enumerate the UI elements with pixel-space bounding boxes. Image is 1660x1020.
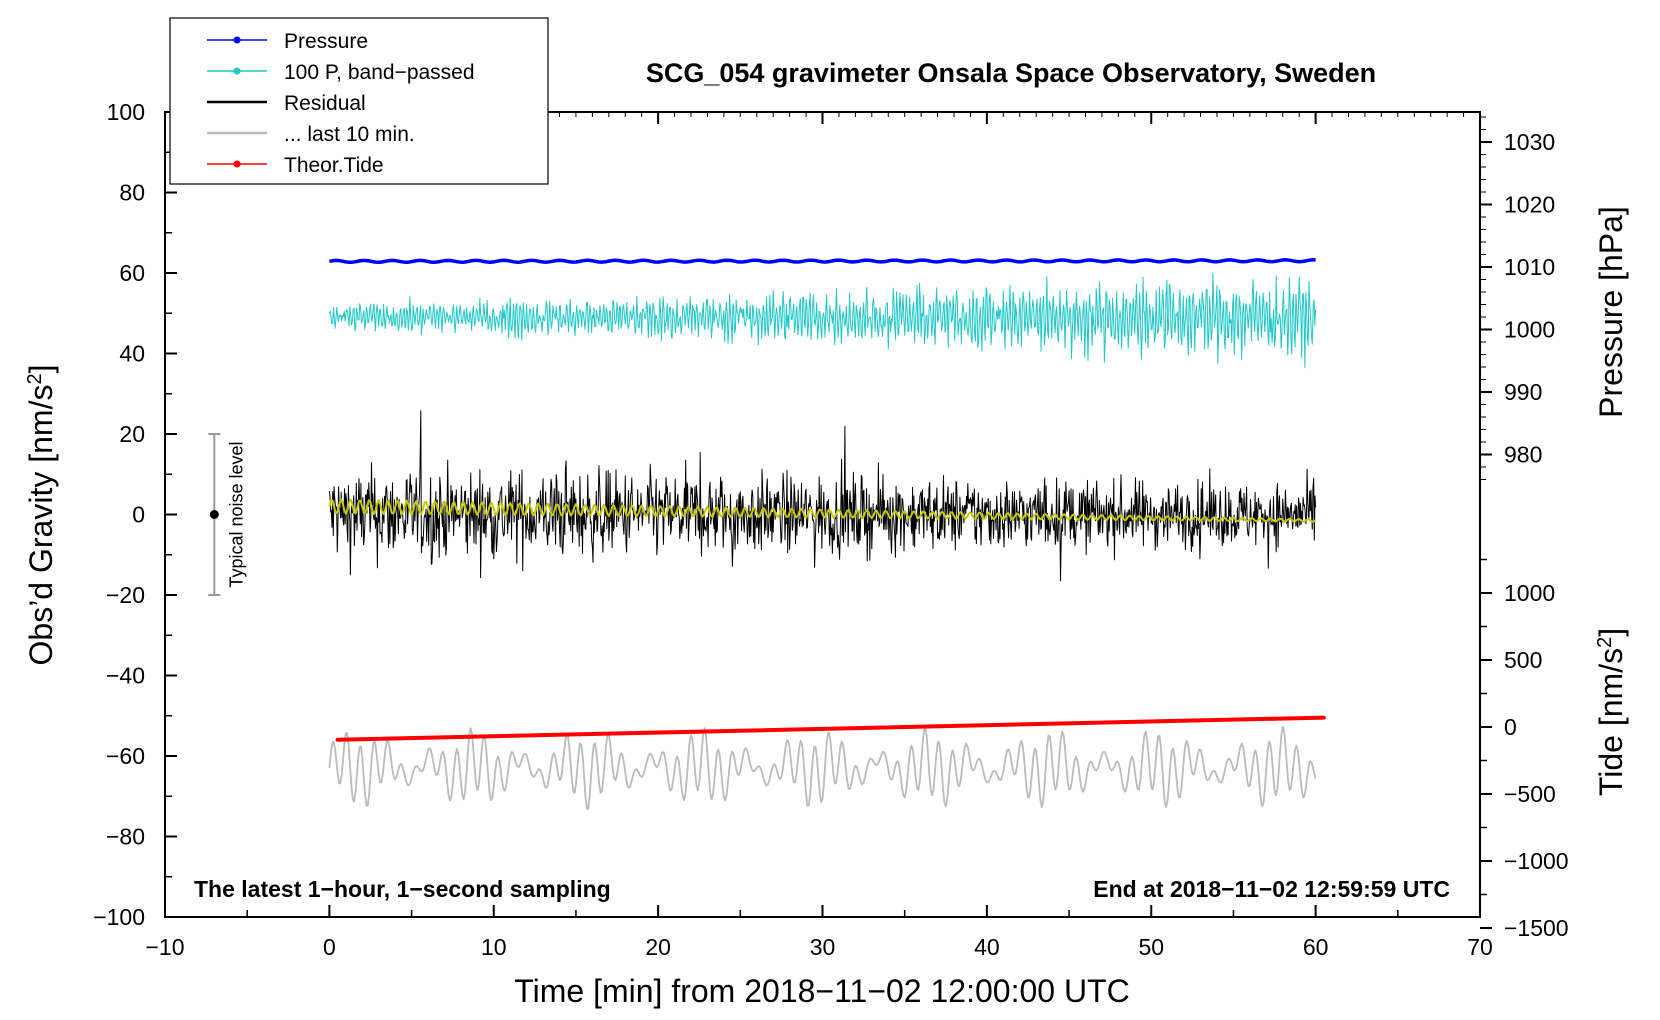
tide-tick-label: 1000 xyxy=(1504,580,1555,606)
x-tick-label: 40 xyxy=(974,934,1000,960)
x-tick-label: −10 xyxy=(145,934,184,960)
y-tick-label: −40 xyxy=(106,663,145,689)
series-theor-tide xyxy=(335,715,1326,742)
chart-title: SCG_054 gravimeter Onsala Space Observat… xyxy=(646,58,1376,88)
noise-bar-label: Typical noise level xyxy=(226,441,246,587)
noise-level-bar: Typical noise level xyxy=(208,433,246,596)
legend-marker-band-passed xyxy=(233,67,241,75)
y-tick-label: 80 xyxy=(119,180,145,206)
pressure-tick-label: 990 xyxy=(1504,379,1542,405)
legend-item-band-passed: 100 P, band−passed xyxy=(207,61,475,84)
legend-label-theor-tide: Theor.Tide xyxy=(284,154,384,177)
pressure-tick-label: 1010 xyxy=(1504,254,1555,280)
series-last-10-min xyxy=(328,726,1317,810)
y-axis-label-end: ] xyxy=(23,365,59,374)
series-residual-smoothed xyxy=(328,498,1317,523)
tide-axis-label-main: Tide [nm/s xyxy=(1593,648,1629,796)
end-time-note: End at 2018−11−02 12:59:59 UTC xyxy=(1093,876,1450,902)
series-residual xyxy=(328,410,1317,582)
y-tick-label: 40 xyxy=(119,341,145,367)
pressure-tick-label: 980 xyxy=(1504,442,1542,468)
series-layer xyxy=(328,258,1326,810)
legend: Pressure 100 P, band−passed Residual ...… xyxy=(169,17,549,185)
x-tick-label: 0 xyxy=(323,934,336,960)
y-axis-label: Obs’d Gravity [nm/s2] xyxy=(23,365,59,666)
tide-tick-label: 500 xyxy=(1504,647,1542,673)
tide-axis-label-end: ] xyxy=(1593,628,1629,637)
pressure-tick-label: 1030 xyxy=(1504,129,1555,155)
noise-bar-center-dot xyxy=(209,510,219,519)
tide-tick-label: 0 xyxy=(1504,714,1517,740)
y-tick-label: 100 xyxy=(107,99,145,125)
tide-tick-label: −500 xyxy=(1504,781,1556,807)
y-tick-label: −60 xyxy=(106,743,145,769)
legend-label-last-10-min: ... last 10 min. xyxy=(284,123,415,146)
tide-tick-label: −1000 xyxy=(1504,848,1569,874)
legend-item-pressure: Pressure xyxy=(207,30,368,53)
tide-tick-label: −1500 xyxy=(1504,915,1569,941)
pressure-tick-label: 1020 xyxy=(1504,192,1555,218)
series-band-passed xyxy=(328,272,1317,369)
legend-label-pressure: Pressure xyxy=(284,30,368,53)
pressure-axis-label: Pressure [hPa] xyxy=(1593,206,1629,418)
legend-item-last-10-min: ... last 10 min. xyxy=(207,123,415,146)
sampling-note: The latest 1−hour, 1−second sampling xyxy=(194,876,611,902)
y-axis-label-sup: 2 xyxy=(24,373,46,384)
legend-marker-theor-tide xyxy=(233,160,241,168)
x-tick-label: 30 xyxy=(810,934,836,960)
x-axis-label: Time [min] from 2018−11−02 12:00:00 UTC xyxy=(514,973,1129,1009)
x-tick-label: 60 xyxy=(1303,934,1329,960)
x-tick-label: 50 xyxy=(1138,934,1164,960)
y-tick-label: 0 xyxy=(132,502,145,528)
y-tick-label: 20 xyxy=(119,421,145,447)
series-pressure xyxy=(329,258,1316,265)
ticks-layer: −10 0 10 20 30 40 50 60 70−100−80−60−40−20020406… xyxy=(93,99,1568,960)
y-tick-label: −20 xyxy=(106,582,145,608)
y-tick-label: −100 xyxy=(93,904,145,930)
legend-marker-pressure xyxy=(233,36,241,44)
x-tick-label: 10 xyxy=(481,934,507,960)
y-axis-label-main: Obs’d Gravity [nm/s xyxy=(23,385,59,666)
tide-axis-label-sup: 2 xyxy=(1594,637,1616,648)
legend-label-band-passed: 100 P, band−passed xyxy=(284,61,475,84)
legend-item-residual: Residual xyxy=(207,92,366,115)
tide-axis-label: Tide [nm/s2] xyxy=(1593,628,1629,796)
legend-label-residual: Residual xyxy=(284,92,366,115)
x-tick-label: 20 xyxy=(645,934,671,960)
pressure-tick-label: 1000 xyxy=(1504,317,1555,343)
x-tick-label: 70 xyxy=(1467,934,1493,960)
y-tick-label: 60 xyxy=(119,260,145,286)
legend-item-theor-tide: Theor.Tide xyxy=(207,154,384,177)
y-tick-label: −80 xyxy=(106,824,145,850)
